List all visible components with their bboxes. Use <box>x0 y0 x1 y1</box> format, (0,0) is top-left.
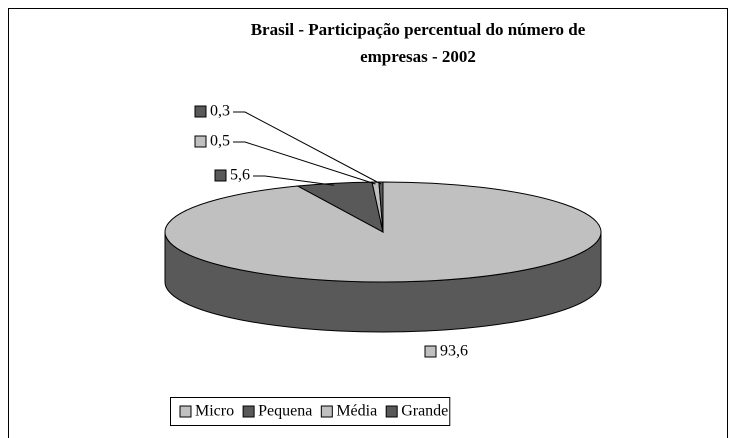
leader-line <box>253 175 335 186</box>
label-swatch <box>214 169 227 182</box>
data-label: 0,3 <box>210 103 230 120</box>
legend-swatch <box>320 405 333 418</box>
leader-line <box>233 141 376 185</box>
legend-label: Média <box>336 403 377 420</box>
leader-line <box>233 111 382 185</box>
legend-label: Grande <box>401 403 448 420</box>
label-swatch <box>194 135 207 148</box>
label-swatch <box>424 345 437 358</box>
chart-title: Brasil - Participação percentual do núme… <box>251 20 586 66</box>
data-label: 0,5 <box>210 133 230 150</box>
legend <box>170 397 451 426</box>
legend-swatch <box>242 405 255 418</box>
legend-swatch <box>179 405 192 418</box>
legend-label: Micro <box>195 403 234 420</box>
data-label: 5,6 <box>230 167 250 184</box>
legend-label: Pequena <box>258 403 312 420</box>
legend-swatch <box>385 405 398 418</box>
label-swatch <box>194 105 207 118</box>
pie-slice <box>378 181 384 233</box>
data-label: 93,6 <box>440 343 468 360</box>
